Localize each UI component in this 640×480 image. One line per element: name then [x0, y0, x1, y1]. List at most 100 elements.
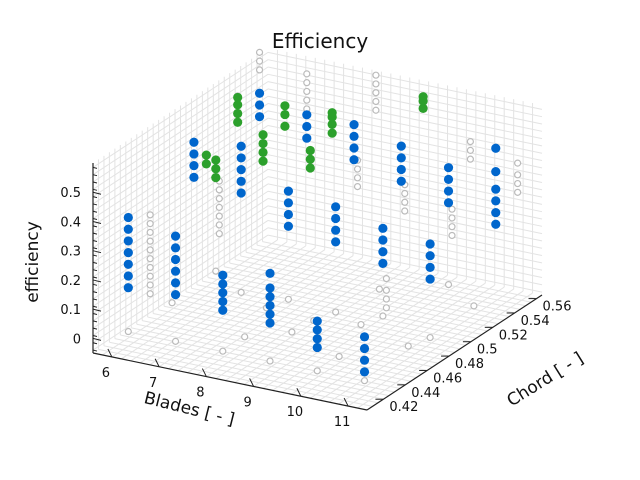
- floor-grid-line: [147, 316, 422, 375]
- blue-data-point: [189, 161, 199, 171]
- blue-data-point: [378, 247, 388, 257]
- x-tick-label: 11: [334, 415, 351, 430]
- green-data-point: [280, 101, 290, 111]
- z-minor-tick-mark: [92, 247, 98, 250]
- green-data-point: [211, 172, 221, 183]
- blue-data-point: [443, 186, 454, 196]
- back-wall-grid-line: [267, 227, 543, 286]
- blue-data-point: [302, 121, 312, 132]
- grey-data-point: [514, 171, 522, 179]
- z-minor-tick-mark: [92, 196, 98, 199]
- grey-data-point: [466, 155, 474, 163]
- left-wall-grid-line: [92, 190, 269, 307]
- grey-data-point: [514, 188, 522, 196]
- grey-data-point: [146, 220, 154, 228]
- grey-data-point: [124, 327, 132, 336]
- x-tick-mark: [249, 378, 255, 387]
- back-wall-grid-line: [267, 132, 543, 191]
- floor-grid-line: [218, 269, 493, 328]
- green-data-point: [418, 103, 428, 113]
- blue-data-point: [236, 188, 246, 198]
- floor-grid-line: [158, 309, 433, 368]
- blue-data-point: [359, 343, 370, 354]
- grey-data-point: [215, 221, 223, 229]
- y-tick-label: 0.46: [433, 371, 462, 386]
- grey-data-point: [404, 342, 412, 350]
- blue-data-point: [218, 305, 228, 315]
- green-data-point: [305, 163, 315, 173]
- green-data-point: [201, 159, 211, 169]
- grey-data-point: [168, 299, 176, 307]
- grey-data-point: [303, 70, 311, 78]
- grey-data-point: [448, 205, 456, 213]
- z-tick-label: 0.3: [60, 245, 81, 260]
- y-tick-label: 0.44: [411, 386, 440, 401]
- back-wall-grid-line: [267, 219, 543, 278]
- x-tick-mark: [201, 368, 207, 377]
- blue-data-point: [396, 141, 406, 151]
- x-tick-mark: [343, 397, 349, 407]
- blue-data-point: [312, 342, 322, 353]
- z-minor-tick-mark: [92, 188, 98, 191]
- blue-data-point: [265, 318, 275, 328]
- z-minor-tick-mark: [92, 210, 98, 213]
- z-minor-tick-mark: [92, 313, 98, 316]
- green-data-point: [201, 150, 211, 160]
- z-minor-tick-mark: [92, 342, 98, 345]
- blue-data-point: [302, 110, 312, 120]
- floor-grid-line: [229, 262, 504, 321]
- grey-data-point: [146, 237, 154, 245]
- grey-data-point: [401, 198, 409, 206]
- blue-data-point: [170, 289, 181, 300]
- z-tick-mark: [92, 337, 102, 341]
- left-wall-grid-line: [92, 117, 269, 234]
- back-wall-grid-line: [267, 190, 543, 249]
- floor-grid-line: [103, 345, 379, 404]
- y-axis-label: Chord [ - ]: [504, 348, 588, 411]
- axes: [92, 163, 543, 411]
- grey-data-point: [448, 214, 456, 222]
- blue-data-point: [254, 112, 265, 122]
- green-data-point: [418, 92, 428, 102]
- left-wall-grid-line: [92, 168, 269, 285]
- floor-grid-line: [207, 277, 482, 336]
- grey-data-point: [212, 267, 220, 275]
- blue-data-point: [123, 212, 133, 223]
- y-tick-label: 0.5: [477, 343, 498, 358]
- blue-data-point: [170, 266, 181, 276]
- blue-data-point: [283, 209, 294, 220]
- grey-data-point: [357, 320, 365, 329]
- y-tick-label: 0.52: [499, 328, 528, 343]
- floor-grid-line: [202, 280, 477, 339]
- blue-data-point: [265, 300, 275, 311]
- blue-data-point: [189, 172, 199, 182]
- back-wall-grid-line: [267, 88, 543, 147]
- z-minor-tick-mark: [92, 305, 98, 308]
- blue-data-point: [170, 243, 181, 253]
- back-wall-grid-line: [267, 110, 543, 169]
- z-minor-tick-mark: [92, 181, 98, 184]
- grey-data-point: [372, 80, 380, 88]
- z-minor-tick-mark: [92, 334, 98, 337]
- left-wall-grid-line: [92, 198, 269, 314]
- x-tick-mark: [296, 388, 302, 397]
- grey-data-point: [241, 333, 249, 341]
- z-tick-label: 0.5: [60, 186, 81, 201]
- blue-data-point: [331, 213, 341, 224]
- grey-data-point: [382, 304, 390, 312]
- blue-data-point: [349, 155, 359, 165]
- y-axis-line: [366, 294, 543, 411]
- grey-data-point: [146, 263, 154, 272]
- blue-data-point: [123, 271, 133, 281]
- blue-data-point: [265, 283, 275, 293]
- grey-data-point: [215, 203, 223, 211]
- floor-grid-line: [256, 244, 532, 303]
- left-wall-grid-line: [92, 205, 269, 322]
- blue-data-point: [312, 325, 322, 335]
- z-minor-tick-mark: [92, 276, 98, 279]
- grey-data-point: [353, 165, 362, 173]
- green-data-point: [258, 156, 268, 166]
- blue-data-point: [349, 143, 359, 153]
- blue-data-point: [254, 100, 265, 110]
